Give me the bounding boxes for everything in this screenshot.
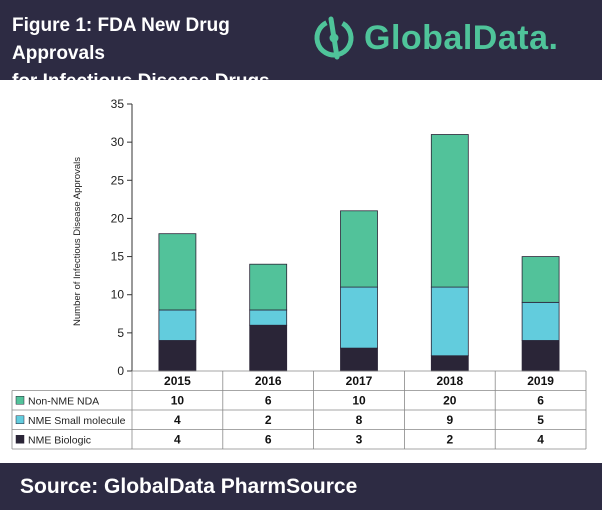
legend-label: NME Small molecule [28,415,126,427]
data-table: 2015 2016 2017 2018 2019 Non-NME NDA 10 6 10 20 6 N… [11,370,587,450]
data-label: 9 [446,413,453,427]
figure-footer: Source: GlobalData PharmSource [0,463,602,510]
y-tick-label: 25 [111,173,125,187]
data-label: 5 [537,413,544,427]
legend-label: Non-NME NDA [28,396,99,408]
data-label: 4 [537,433,544,447]
y-tick-label: 20 [111,211,125,225]
legend-swatch [15,415,25,424]
x-tick-label: 2018 [436,374,463,388]
y-tick-label: 30 [111,135,125,149]
chart-axes: 0 5 10 15 20 25 30 35 Number of Infectious Disea… [72,97,133,378]
data-label: 6 [537,394,544,408]
data-label: 6 [265,433,272,447]
data-label: 6 [265,394,272,408]
data-label: 4 [174,433,181,447]
y-tick-label: 35 [111,97,125,111]
globaldata-logo-icon [314,16,354,60]
y-tick-label: 5 [117,326,124,340]
bar-segment [340,286,378,349]
bar-segment [249,309,288,326]
y-tick-label: 10 [111,288,125,302]
data-label: 10 [171,394,185,408]
bar-segment [430,134,469,288]
x-tick-label: 2019 [527,374,554,388]
figure-header: Figure 1: FDA New Drug Approvals for Inf… [0,0,602,92]
bar-segment [249,324,288,372]
data-label: 10 [352,394,366,408]
y-axis-title: Number of Infectious Disease Approvals [72,157,83,326]
data-label: 20 [443,394,457,408]
data-label: 4 [174,413,181,427]
figure-title: Figure 1: FDA New Drug Approvals for Inf… [12,15,270,92]
bar-segment [521,340,560,372]
bar-segment [249,263,288,311]
chart-bars [158,134,560,372]
legend-label: NME Biologic [28,435,91,447]
legend-swatch [15,396,25,405]
logo-text: GlobalData. [364,18,559,57]
globaldata-logo: GlobalData. [312,14,558,62]
data-label: 2 [265,413,272,427]
bar-segment [340,210,378,288]
x-tick-label: 2015 [164,374,191,388]
bar-segment [158,340,197,372]
y-tick-label: 0 [117,364,124,378]
data-label: 2 [446,433,453,447]
bar-segment [430,286,469,357]
bar-segment [521,301,560,341]
source-note: Source: GlobalData PharmSource [20,475,358,498]
data-label: 3 [356,433,363,447]
data-label: 8 [356,413,363,427]
legend-swatch [15,435,25,444]
bar-segment [158,233,197,311]
bar-segment [430,355,469,372]
bar-segment [521,256,560,303]
x-tick-label: 2017 [346,374,373,388]
y-tick-label: 15 [111,250,125,264]
bar-segment [340,347,378,372]
x-tick-label: 2016 [255,374,282,388]
bar-segment [158,309,197,341]
